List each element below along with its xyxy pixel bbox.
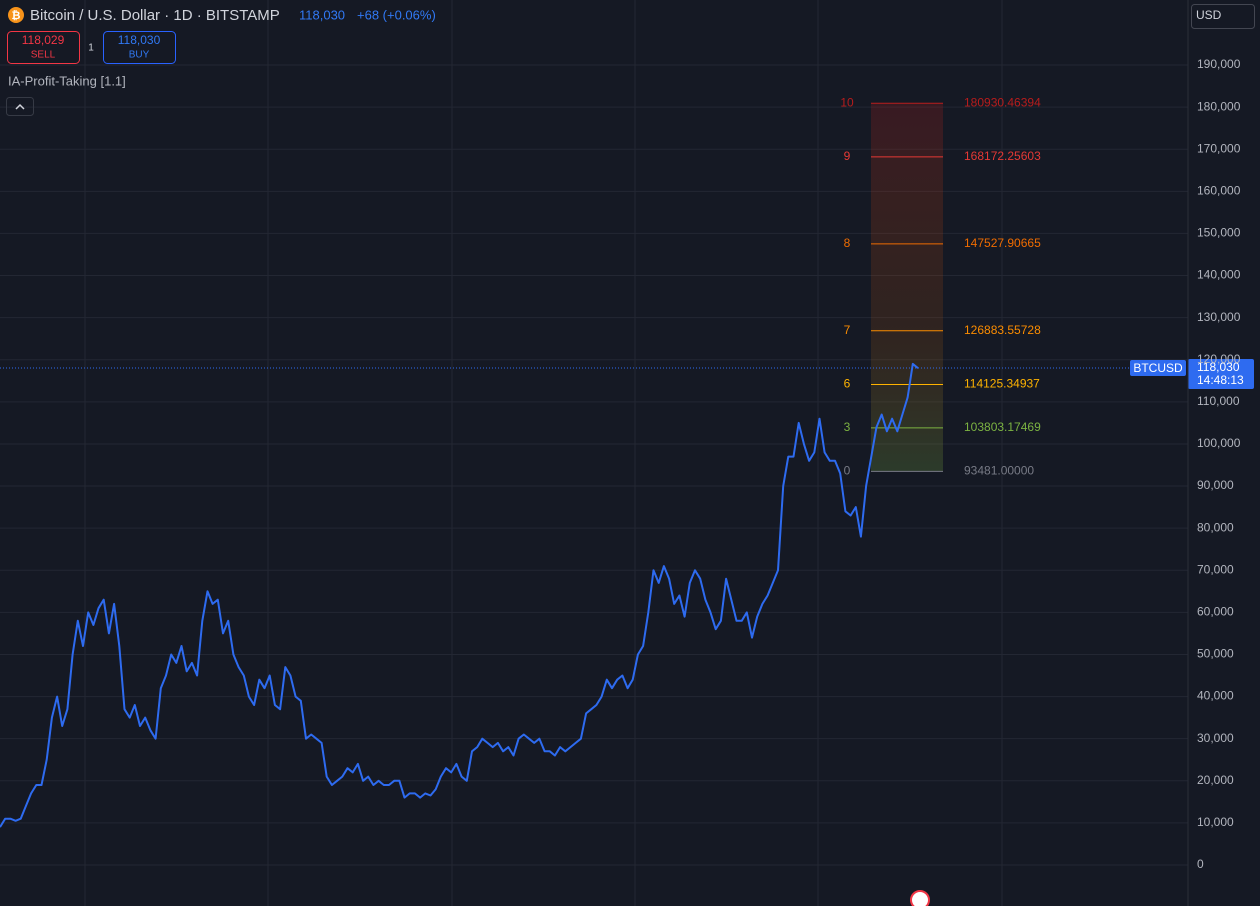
currency: USD: [1196, 8, 1222, 22]
y-tick-label: 80,000: [1197, 520, 1234, 534]
y-tick-label: 30,000: [1197, 731, 1234, 745]
price-change: +68 (+0.06%): [357, 7, 436, 22]
y-tick-label: 110,000: [1197, 394, 1240, 408]
sell-button[interactable]: [7, 31, 80, 64]
level-name: 0: [844, 464, 851, 478]
y-tick-label: 50,000: [1197, 647, 1234, 661]
symbol-tag-label: BTCUSD: [1133, 361, 1183, 375]
y-tick-label: 10,000: [1197, 815, 1234, 829]
y-tick-label: 190,000: [1197, 57, 1241, 71]
level-value: 168172.25603: [964, 149, 1041, 163]
level-name: 3: [844, 420, 851, 434]
buy-button[interactable]: [103, 31, 176, 64]
indicator-name: IA-Profit-Taking [1.1]: [8, 73, 126, 88]
bitcoin-symbol: ₿: [12, 10, 21, 22]
currency-select[interactable]: [1191, 4, 1255, 29]
y-tick-label: 120,000: [1197, 352, 1241, 366]
level-value: 126883.55728: [964, 323, 1041, 337]
last-price: 118,030: [299, 7, 345, 22]
sell-price: 118,029: [22, 33, 65, 47]
event-icon[interactable]: [910, 890, 930, 906]
symbol-title: Bitcoin / U.S. Dollar · 1D · BITSTAMP: [30, 7, 280, 24]
time-grid: [84, 0, 1003, 906]
levels-zone: [871, 103, 943, 472]
quantity: 1: [88, 43, 94, 54]
y-tick-label: 180,000: [1197, 99, 1241, 113]
level-name: 9: [844, 149, 851, 163]
price-line: [0, 362, 919, 828]
level-value: 114125.34937: [964, 377, 1040, 391]
y-tick-label: 90,000: [1197, 478, 1234, 492]
y-tick-label: 40,000: [1197, 689, 1234, 703]
level-name: 10: [840, 95, 854, 109]
level-name: 7: [844, 323, 851, 337]
price-tag: [1188, 359, 1254, 390]
level-value: 93481.00000: [964, 464, 1034, 478]
y-tick-label: 140,000: [1197, 268, 1241, 282]
level-value: 103803.17469: [964, 420, 1041, 434]
y-tick-label: 0: [1197, 857, 1204, 871]
y-tick-label: 60,000: [1197, 605, 1234, 619]
y-tick-label: 70,000: [1197, 562, 1234, 576]
caret-icon: [15, 103, 25, 110]
level-value: 147527.90665: [964, 236, 1041, 250]
y-tick-label: 130,000: [1197, 310, 1241, 324]
y-tick-label: 20,000: [1197, 773, 1234, 787]
y-tick-label: 170,000: [1197, 141, 1241, 155]
bitcoin-icon: [8, 7, 24, 23]
y-tick-label: 160,000: [1197, 183, 1241, 197]
sell-label: SELL: [31, 50, 56, 61]
y-tick-label: 150,000: [1197, 226, 1241, 240]
price-tag-time: 14:48:13: [1197, 373, 1244, 387]
buy-price: 118,030: [118, 33, 161, 47]
collapse-button[interactable]: [6, 97, 34, 116]
y-tick-label: 100,000: [1197, 436, 1241, 450]
symbol-tag: [1130, 360, 1186, 377]
price-tag-label: 118,030: [1197, 360, 1240, 374]
level-name: 8: [844, 236, 851, 250]
buy-label: BUY: [129, 50, 150, 61]
level-value: 180930.46394: [964, 95, 1041, 109]
level-name: 6: [844, 377, 851, 391]
